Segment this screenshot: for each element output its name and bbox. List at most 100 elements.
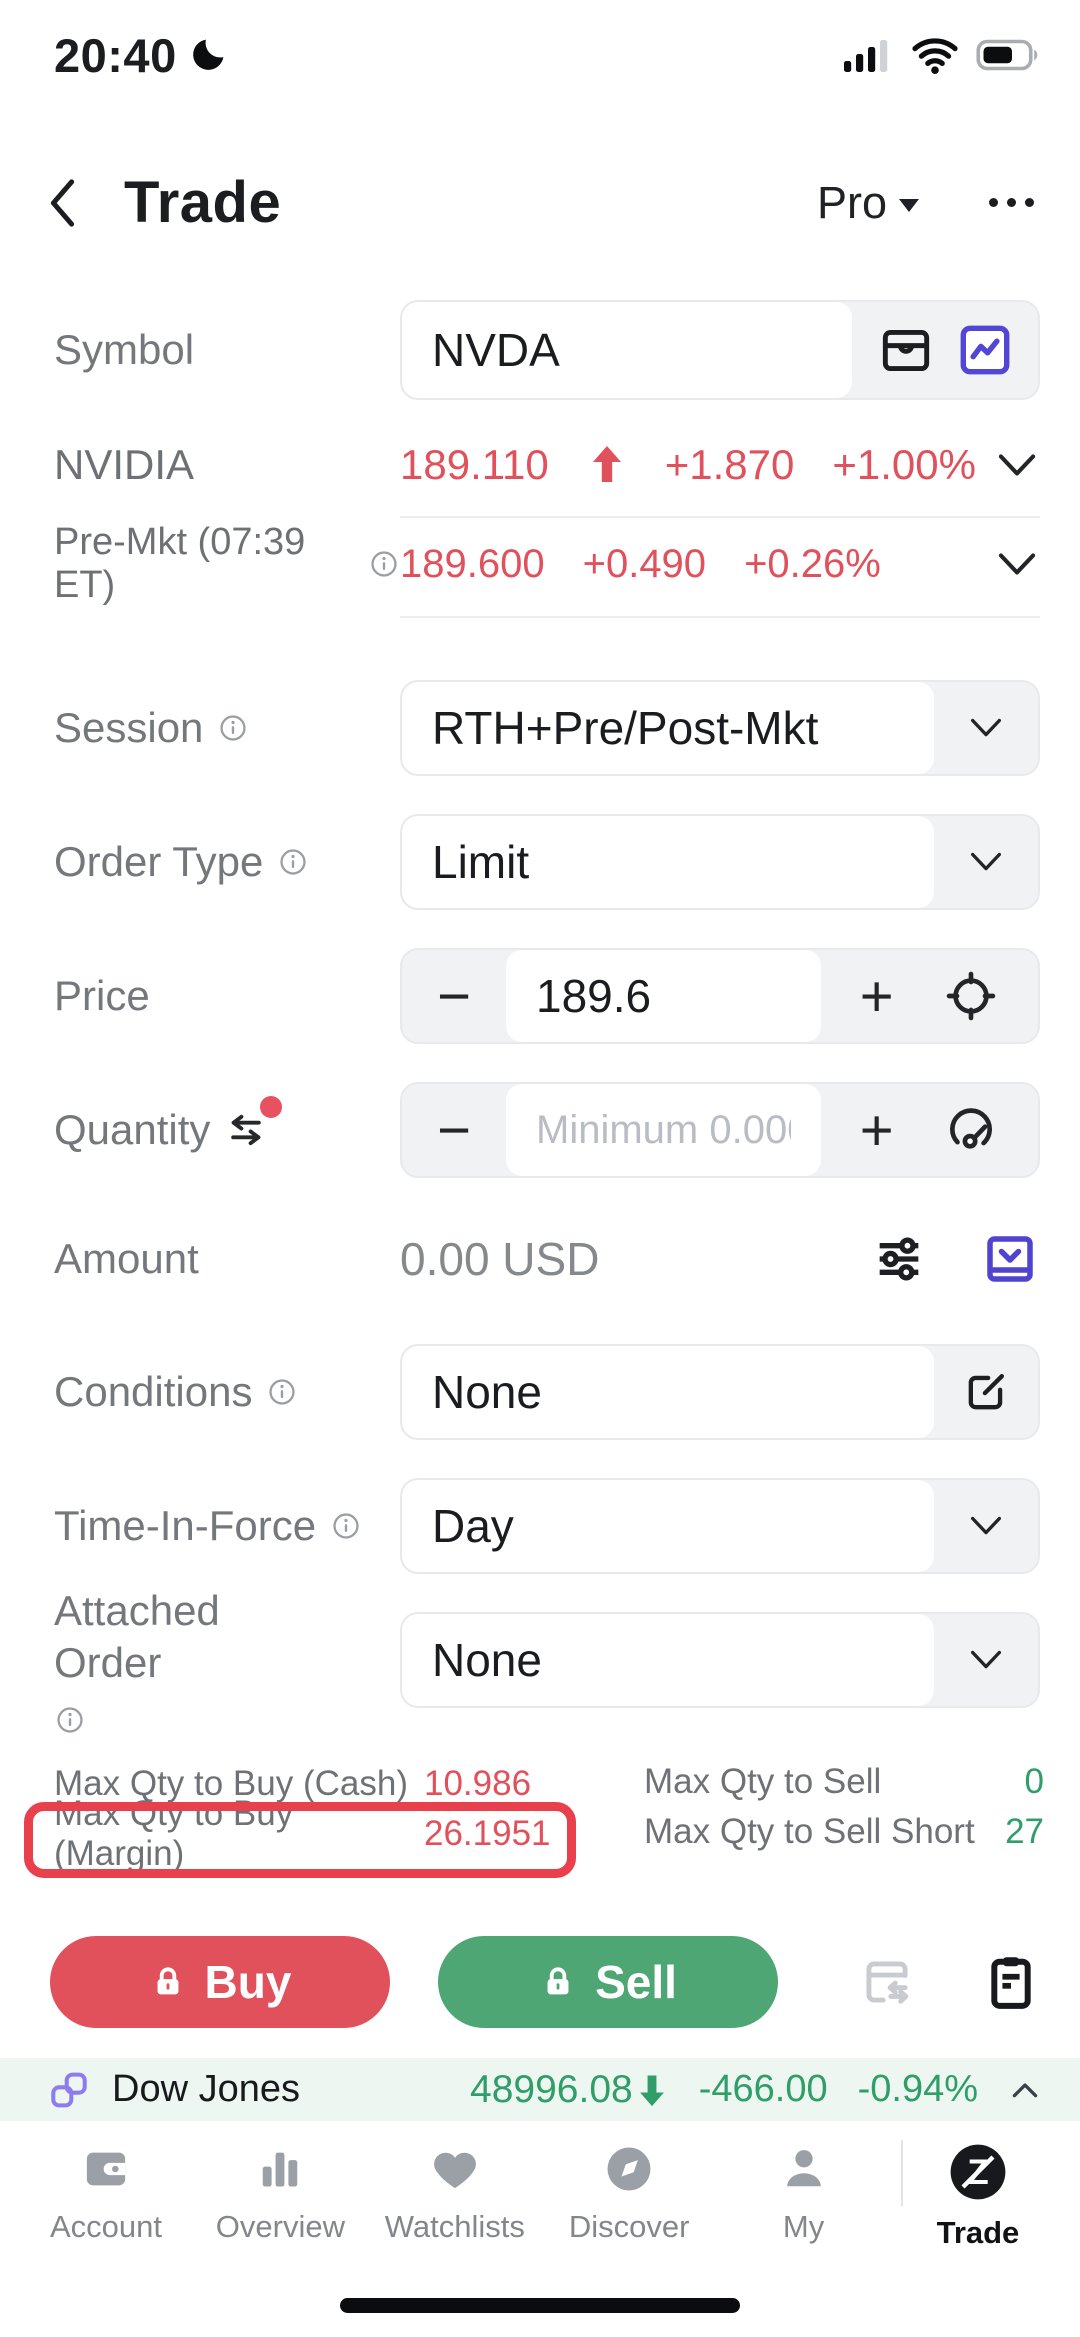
nav-item-watchlists[interactable]: Watchlists [379, 2141, 531, 2281]
session-row: Session RTH+Pre/Post-Mkt [54, 680, 1040, 776]
max-sell-value: 0 [1024, 1762, 1044, 1801]
order-type-row: Order Type Limit [54, 814, 1040, 910]
page-title: Trade [124, 170, 282, 235]
target-price-icon[interactable] [943, 968, 999, 1024]
amount-value: 0.00 USD [400, 1233, 600, 1285]
attached-order-select[interactable]: None [400, 1612, 1040, 1708]
header: Trade Pro [0, 150, 1080, 255]
order-transfer-icon[interactable] [856, 1951, 918, 2013]
bar-chart-icon [252, 2141, 308, 2197]
nav-item-overview[interactable]: Overview [204, 2141, 356, 2281]
session-select[interactable]: RTH+Pre/Post-Mkt [400, 680, 1040, 776]
session-label: Session [54, 703, 204, 751]
home-indicator[interactable] [340, 2298, 740, 2313]
chevron-down-icon [934, 1614, 1038, 1706]
moon-icon [187, 34, 229, 76]
quantity-label: Quantity [54, 1105, 211, 1153]
max-quantity-gauge-icon[interactable] [943, 1102, 999, 1158]
info-icon[interactable] [266, 1376, 298, 1408]
order-type-value: Limit [402, 816, 934, 908]
caret-down-icon [899, 199, 919, 212]
trade-logo-icon: Z [947, 2141, 1009, 2203]
nav-item-my[interactable]: My [728, 2141, 880, 2281]
back-button[interactable] [40, 168, 100, 238]
status-bar: 20:40 [0, 0, 1080, 110]
quantity-plus-button[interactable]: + [859, 1097, 894, 1163]
sell-button[interactable]: Sell [438, 1936, 778, 2028]
lock-icon [539, 1963, 577, 2001]
attached-order-row: Attached Order None [54, 1587, 1040, 1733]
info-icon[interactable] [330, 1510, 362, 1542]
positions-icon[interactable] [875, 319, 937, 381]
session-value: RTH+Pre/Post-Mkt [402, 682, 934, 774]
stock-name: NVIDIA [54, 441, 195, 488]
lock-icon [149, 1963, 187, 2001]
pro-mode-selector[interactable]: Pro [817, 177, 919, 229]
info-icon[interactable] [368, 548, 400, 580]
nav-item-trade[interactable]: Z Trade [902, 2141, 1054, 2281]
price-change-pct: +1.00% [832, 441, 976, 488]
order-type-label: Order Type [54, 837, 264, 885]
compass-icon [601, 2141, 657, 2197]
conditions-field[interactable]: None [400, 1344, 1040, 1440]
time-in-force-label: Time-In-Force [54, 1501, 317, 1549]
chart-icon[interactable] [954, 319, 1016, 381]
premkt-change: +0.490 [582, 541, 707, 586]
edit-icon[interactable] [934, 1346, 1038, 1438]
collapse-quote-chevron[interactable] [994, 448, 1040, 482]
last-price: 189.110 [400, 441, 549, 488]
time-in-force-select[interactable]: Day [400, 1478, 1040, 1574]
amount-row: Amount 0.00 USD [54, 1226, 1040, 1292]
attached-order-value: None [402, 1614, 934, 1706]
nav-divider [901, 2140, 903, 2206]
amount-preset-icon[interactable] [980, 1229, 1040, 1289]
arrow-down-icon [635, 2071, 669, 2109]
divider [400, 516, 1040, 518]
conditions-value: None [402, 1346, 934, 1438]
price-plus-button[interactable]: + [859, 963, 894, 1029]
symbol-input[interactable] [432, 323, 822, 377]
max-buy-margin-value: 26.1951 [424, 1814, 551, 1853]
amount-label: Amount [54, 1234, 199, 1282]
quote-row: NVIDIA 189.110 +1.870 +1.00% [54, 432, 1040, 498]
index-name: Dow Jones [112, 2068, 300, 2110]
symbol-row: Symbol [54, 300, 1040, 400]
buy-button[interactable]: Buy [50, 1936, 390, 2028]
more-options-button[interactable] [989, 173, 1034, 233]
premkt-label: Pre-Mkt (07:39 ET) [54, 521, 306, 606]
link-icon [46, 2067, 92, 2113]
action-buttons: Buy Sell [50, 1936, 1040, 2028]
info-icon[interactable] [277, 846, 309, 878]
chevron-up-icon[interactable] [1008, 2076, 1042, 2104]
premkt-price: 189.600 [400, 541, 545, 586]
info-icon[interactable] [54, 1704, 86, 1736]
order-type-select[interactable]: Limit [400, 814, 1040, 910]
wallet-icon [78, 2141, 134, 2197]
attached-order-label: Attached Order [54, 1586, 220, 1687]
index-value: 48996.08 [470, 2067, 633, 2111]
quantity-row: Quantity − + [54, 1082, 1040, 1178]
symbol-label: Symbol [54, 325, 195, 373]
nav-item-account[interactable]: Account [30, 2141, 182, 2281]
price-label: Price [54, 971, 150, 1019]
price-row: Price − + [54, 948, 1040, 1044]
chevron-down-icon [934, 816, 1038, 908]
amount-settings-sliders-icon[interactable] [870, 1230, 928, 1288]
time-in-force-row: Time-In-Force Day [54, 1478, 1040, 1574]
status-time: 20:40 [54, 28, 177, 82]
collapse-premkt-chevron[interactable] [994, 547, 1040, 581]
person-icon [776, 2141, 832, 2197]
conditions-label: Conditions [54, 1367, 253, 1415]
nav-item-discover[interactable]: Discover [553, 2141, 705, 2281]
chevron-down-icon [934, 1480, 1038, 1572]
order-list-clipboard-icon[interactable] [982, 1951, 1040, 2013]
arrow-up-icon [587, 443, 627, 487]
price-input[interactable] [536, 969, 791, 1023]
price-minus-button[interactable]: − [437, 963, 471, 1029]
quantity-unit-swap-icon[interactable] [224, 1096, 283, 1152]
quantity-minus-button[interactable]: − [437, 1097, 471, 1163]
battery-icon [976, 34, 1042, 76]
info-icon[interactable] [217, 712, 249, 744]
index-ticker-bar[interactable]: Dow Jones 48996.08 -466.00 -0.94% [0, 2058, 1080, 2121]
quantity-input[interactable] [536, 1107, 791, 1153]
